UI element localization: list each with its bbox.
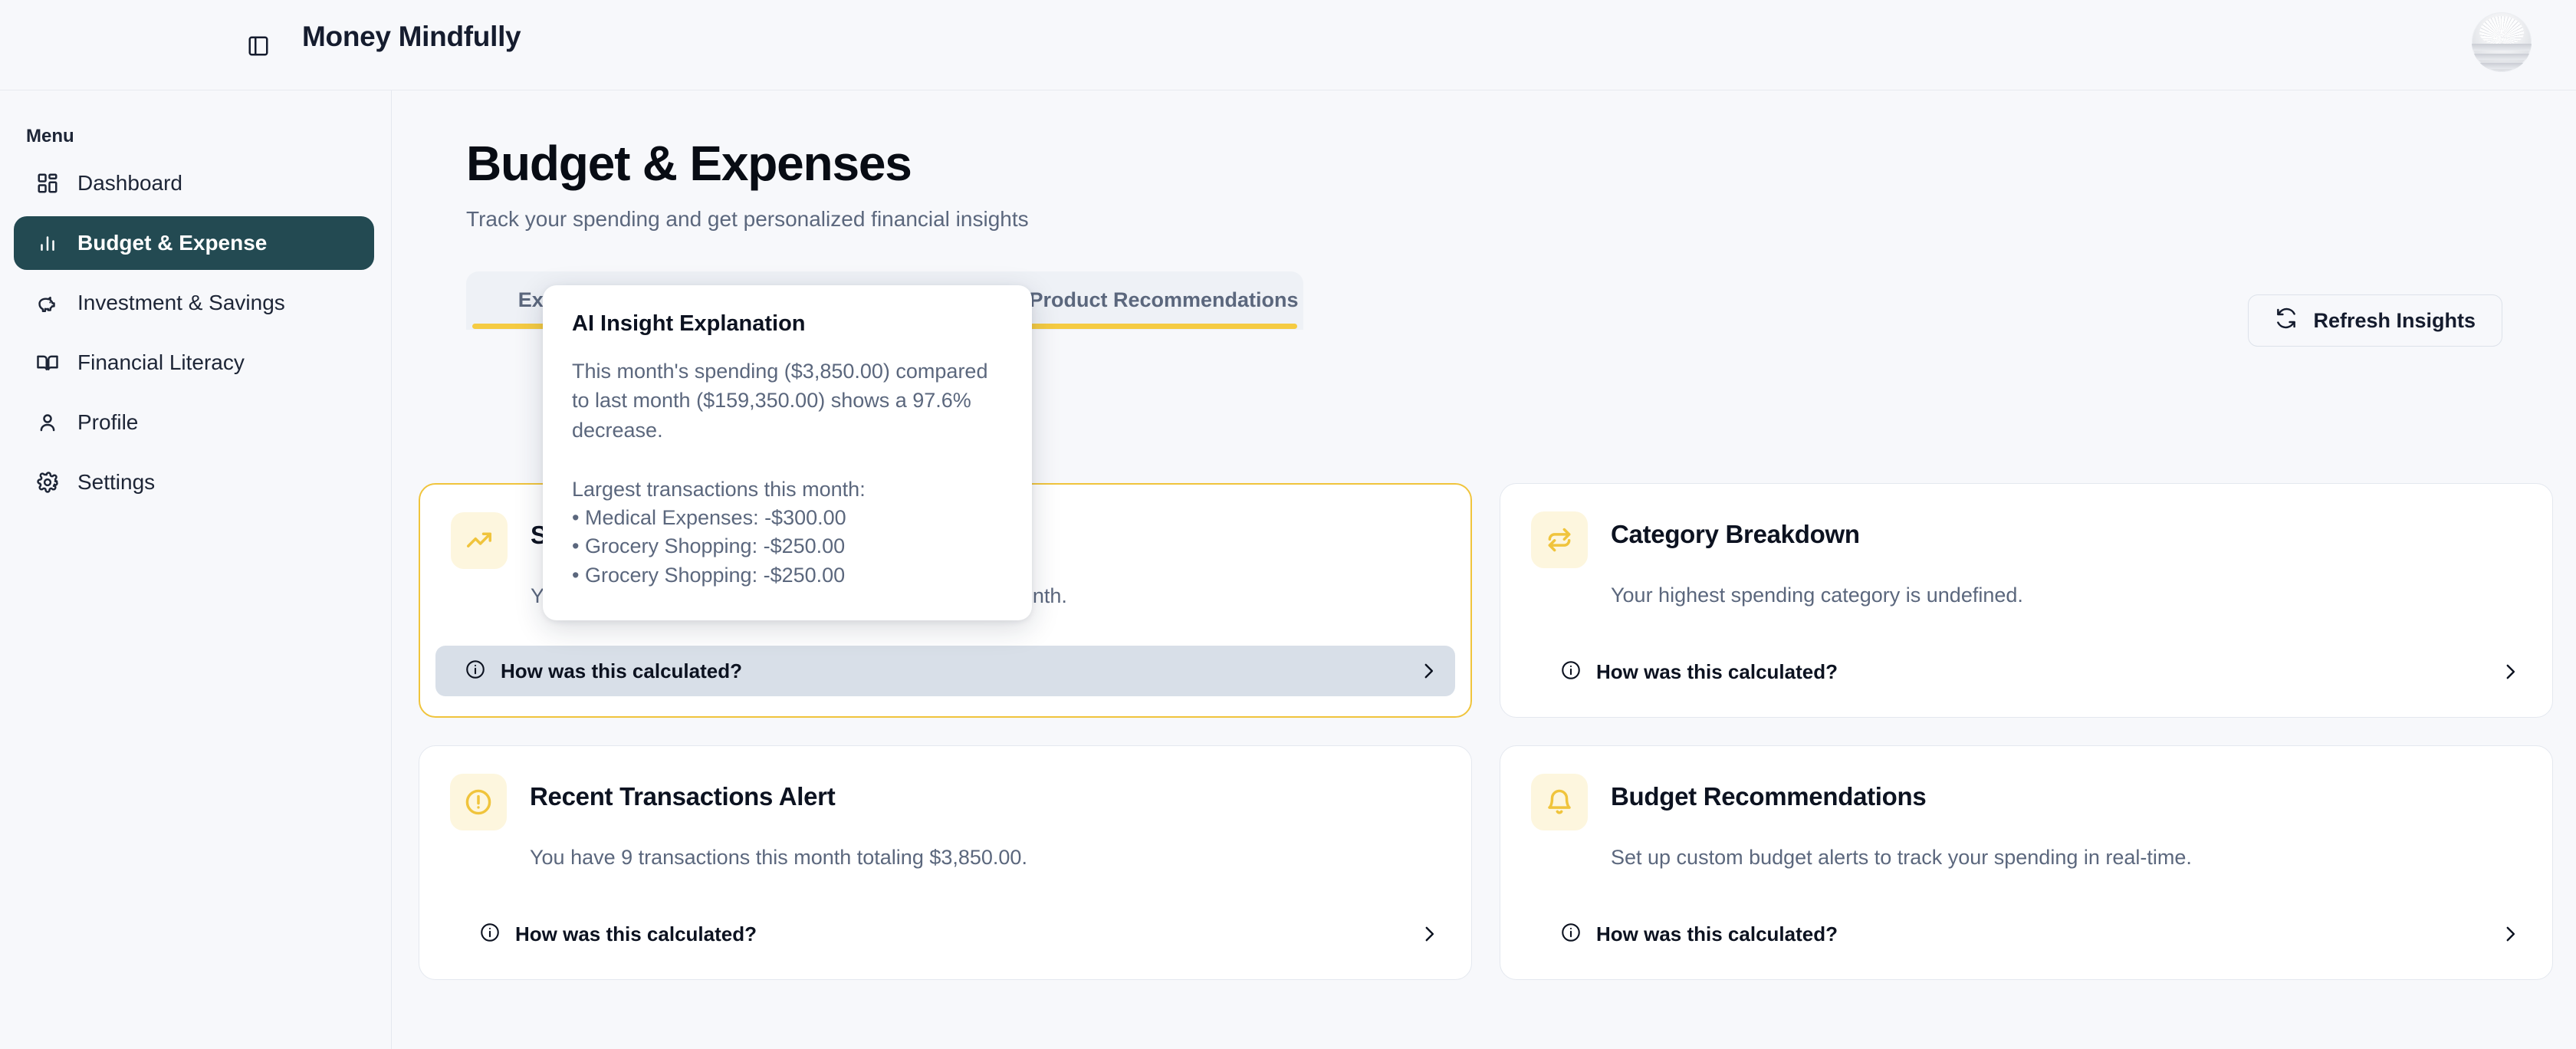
sidebar-item-dashboard[interactable]: Dashboard	[14, 156, 374, 210]
how-calculated-label: How was this calculated?	[501, 659, 742, 682]
how-calculated-row[interactable]: How was this calculated?	[1531, 646, 2537, 697]
page-subtitle: Track your spending and get personalized…	[466, 206, 1029, 231]
book-open-icon	[34, 350, 61, 376]
card-description: Your highest spending category is undefi…	[1611, 584, 2023, 607]
info-circle-icon	[465, 659, 486, 684]
page-title: Budget & Expenses	[466, 136, 912, 191]
bar-chart-icon	[34, 230, 61, 256]
how-calculated-label: How was this calculated?	[515, 922, 757, 945]
ai-insight-explanation-popover: AI Insight Explanation This month's spen…	[543, 285, 1032, 620]
refresh-icon	[2275, 307, 2298, 335]
tab-product-recommendations[interactable]: Product Recommendations	[1029, 288, 1299, 312]
popover-list: Largest transactions this month: • Medic…	[572, 475, 1003, 590]
card-title: Recent Transactions Alert	[530, 782, 836, 811]
avatar[interactable]	[2472, 12, 2532, 72]
avatar-dome-detail	[2479, 15, 2524, 45]
card-budget-recommendations[interactable]: Budget Recommendations Set up custom bud…	[1500, 745, 2553, 980]
user-icon	[34, 409, 61, 436]
how-calculated-label: How was this calculated?	[1596, 922, 1838, 945]
chevron-right-icon	[1418, 661, 1438, 681]
popover-list-heading: Largest transactions this month:	[572, 477, 866, 501]
card-recent-transactions-alert[interactable]: Recent Transactions Alert You have 9 tra…	[419, 745, 1472, 980]
chevron-right-icon	[1419, 924, 1439, 944]
trending-up-icon	[451, 512, 508, 569]
sidebar: Menu Dashboard Budget & Expense	[0, 90, 392, 1049]
card-header: Category Breakdown	[1531, 511, 2522, 568]
alert-circle-icon	[450, 774, 507, 830]
card-header: Recent Transactions Alert	[450, 774, 1441, 830]
card-title: Budget Recommendations	[1611, 782, 1927, 811]
how-calculated-row[interactable]: How was this calculated?	[435, 646, 1455, 696]
popover-paragraph: This month's spending ($3,850.00) compar…	[572, 360, 994, 442]
sidebar-item-label: Financial Literacy	[77, 350, 245, 374]
sidebar-section-label: Menu	[26, 126, 74, 146]
how-calculated-row[interactable]: How was this calculated?	[1531, 909, 2537, 959]
sidebar-item-label: Dashboard	[77, 171, 182, 195]
card-title: Category Breakdown	[1611, 520, 1860, 548]
grid-icon	[34, 170, 61, 196]
how-calculated-row[interactable]: How was this calculated?	[450, 909, 1456, 959]
panel-left-icon	[248, 36, 268, 56]
avatar-band-2	[2472, 53, 2532, 61]
card-category-breakdown[interactable]: Category Breakdown Your highest spending…	[1500, 483, 2553, 718]
sidebar-item-profile[interactable]: Profile	[14, 396, 374, 449]
sidebar-item-label: Budget & Expense	[77, 231, 268, 255]
info-circle-icon	[1560, 922, 1582, 947]
chevron-right-icon	[2500, 924, 2520, 944]
gear-icon	[34, 469, 61, 495]
how-calculated-label: How was this calculated?	[1596, 659, 1838, 683]
sidebar-item-label: Settings	[77, 470, 156, 494]
bell-icon	[1531, 774, 1588, 830]
avatar-band-1	[2472, 44, 2532, 51]
sidebar-item-budget-expense[interactable]: Budget & Expense	[14, 216, 374, 270]
popover-list-item: • Grocery Shopping: -$250.00	[572, 563, 846, 587]
sidebar-item-label: Investment & Savings	[77, 291, 285, 314]
card-header: Budget Recommendations	[1531, 774, 2522, 830]
refresh-insights-button[interactable]: Refresh Insights	[2248, 294, 2502, 347]
sidebar-item-settings[interactable]: Settings	[14, 455, 374, 509]
chevron-right-icon	[2500, 662, 2520, 682]
sidebar-toggle-button[interactable]	[244, 31, 273, 61]
popover-list-item: • Grocery Shopping: -$250.00	[572, 534, 846, 558]
info-circle-icon	[479, 922, 501, 947]
popover-title: AI Insight Explanation	[572, 311, 806, 336]
sidebar-item-financial-literacy[interactable]: Financial Literacy	[14, 336, 374, 390]
card-description: Set up custom budget alerts to track you…	[1611, 846, 2192, 869]
piggy-bank-icon	[34, 290, 61, 316]
info-circle-icon	[1560, 659, 1582, 685]
top-bar: Money Mindfully	[0, 0, 2576, 90]
refresh-insights-label: Refresh Insights	[2313, 308, 2476, 332]
popover-list-item: • Medical Expenses: -$300.00	[572, 506, 846, 530]
avatar-band-3	[2472, 62, 2532, 70]
sidebar-item-label: Profile	[77, 410, 139, 434]
card-description: You have 9 transactions this month total…	[530, 846, 1027, 869]
swap-icon	[1531, 511, 1588, 568]
app-brand-title: Money Mindfully	[302, 21, 521, 52]
sidebar-item-investment-savings[interactable]: Investment & Savings	[14, 276, 374, 330]
